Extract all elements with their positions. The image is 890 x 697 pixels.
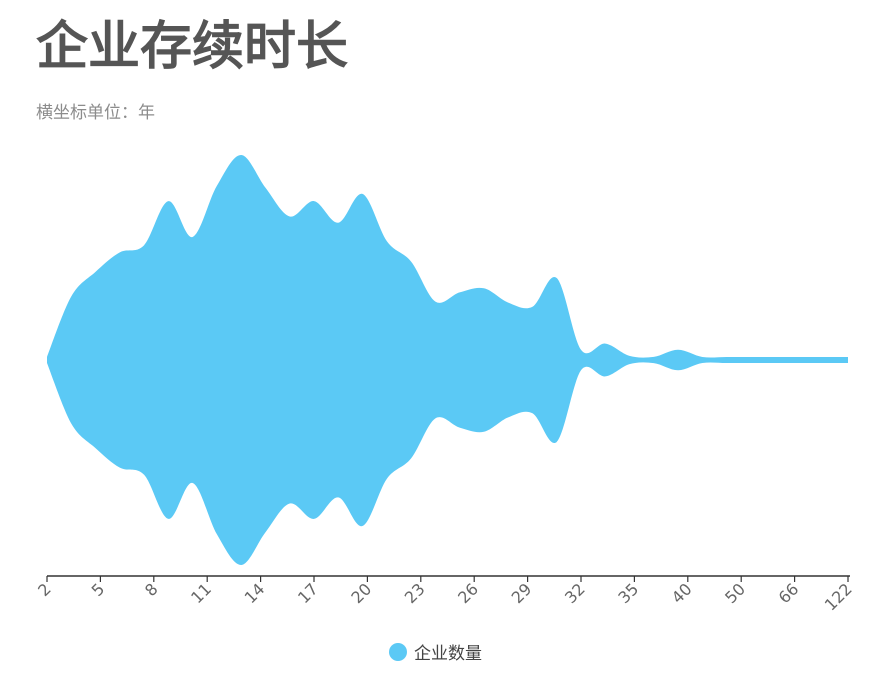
legend-marker[interactable] [389, 643, 407, 661]
x-tick-label: 8 [141, 579, 162, 600]
x-tick-label: 20 [347, 579, 375, 607]
x-tick-label: 122 [821, 579, 856, 614]
x-tick-label: 32 [561, 579, 589, 607]
chart-subtitle: 横坐标单位：年 [36, 103, 155, 123]
x-tick-label: 2 [34, 579, 55, 600]
x-tick-label: 40 [668, 579, 696, 607]
x-tick-label: 35 [614, 579, 642, 607]
x-tick-label: 23 [401, 579, 429, 607]
x-tick-label: 29 [508, 579, 536, 607]
x-tick-label: 11 [187, 579, 215, 607]
x-tick-label: 5 [88, 579, 109, 600]
series-area-enterprise-count [47, 154, 848, 566]
x-tick-label: 14 [241, 579, 269, 607]
legend-label[interactable]: 企业数量 [414, 644, 482, 664]
legend[interactable]: 企业数量 [389, 643, 482, 664]
x-axis-ticks: 2 5 8 11 14 17 20 23 26 29 32 35 40 50 66 122 [34, 576, 856, 614]
x-tick-label: 66 [775, 579, 803, 607]
x-tick-label: 17 [294, 579, 322, 607]
x-tick-label: 50 [721, 579, 749, 607]
chart-title: 企业存续时长 [36, 16, 349, 77]
x-tick-label: 26 [454, 579, 482, 607]
